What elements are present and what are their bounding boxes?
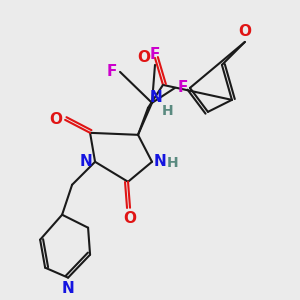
Text: O: O (137, 50, 150, 65)
Text: H: H (162, 104, 174, 118)
Text: N: N (150, 90, 163, 105)
Text: F: F (150, 47, 160, 62)
Text: O: O (49, 112, 62, 128)
Text: H: H (167, 156, 178, 170)
Text: O: O (238, 24, 251, 39)
Text: F: F (178, 80, 188, 95)
Text: O: O (124, 211, 136, 226)
Text: N: N (62, 281, 74, 296)
Text: N: N (79, 154, 92, 169)
Text: N: N (154, 154, 167, 169)
Text: F: F (107, 64, 117, 80)
